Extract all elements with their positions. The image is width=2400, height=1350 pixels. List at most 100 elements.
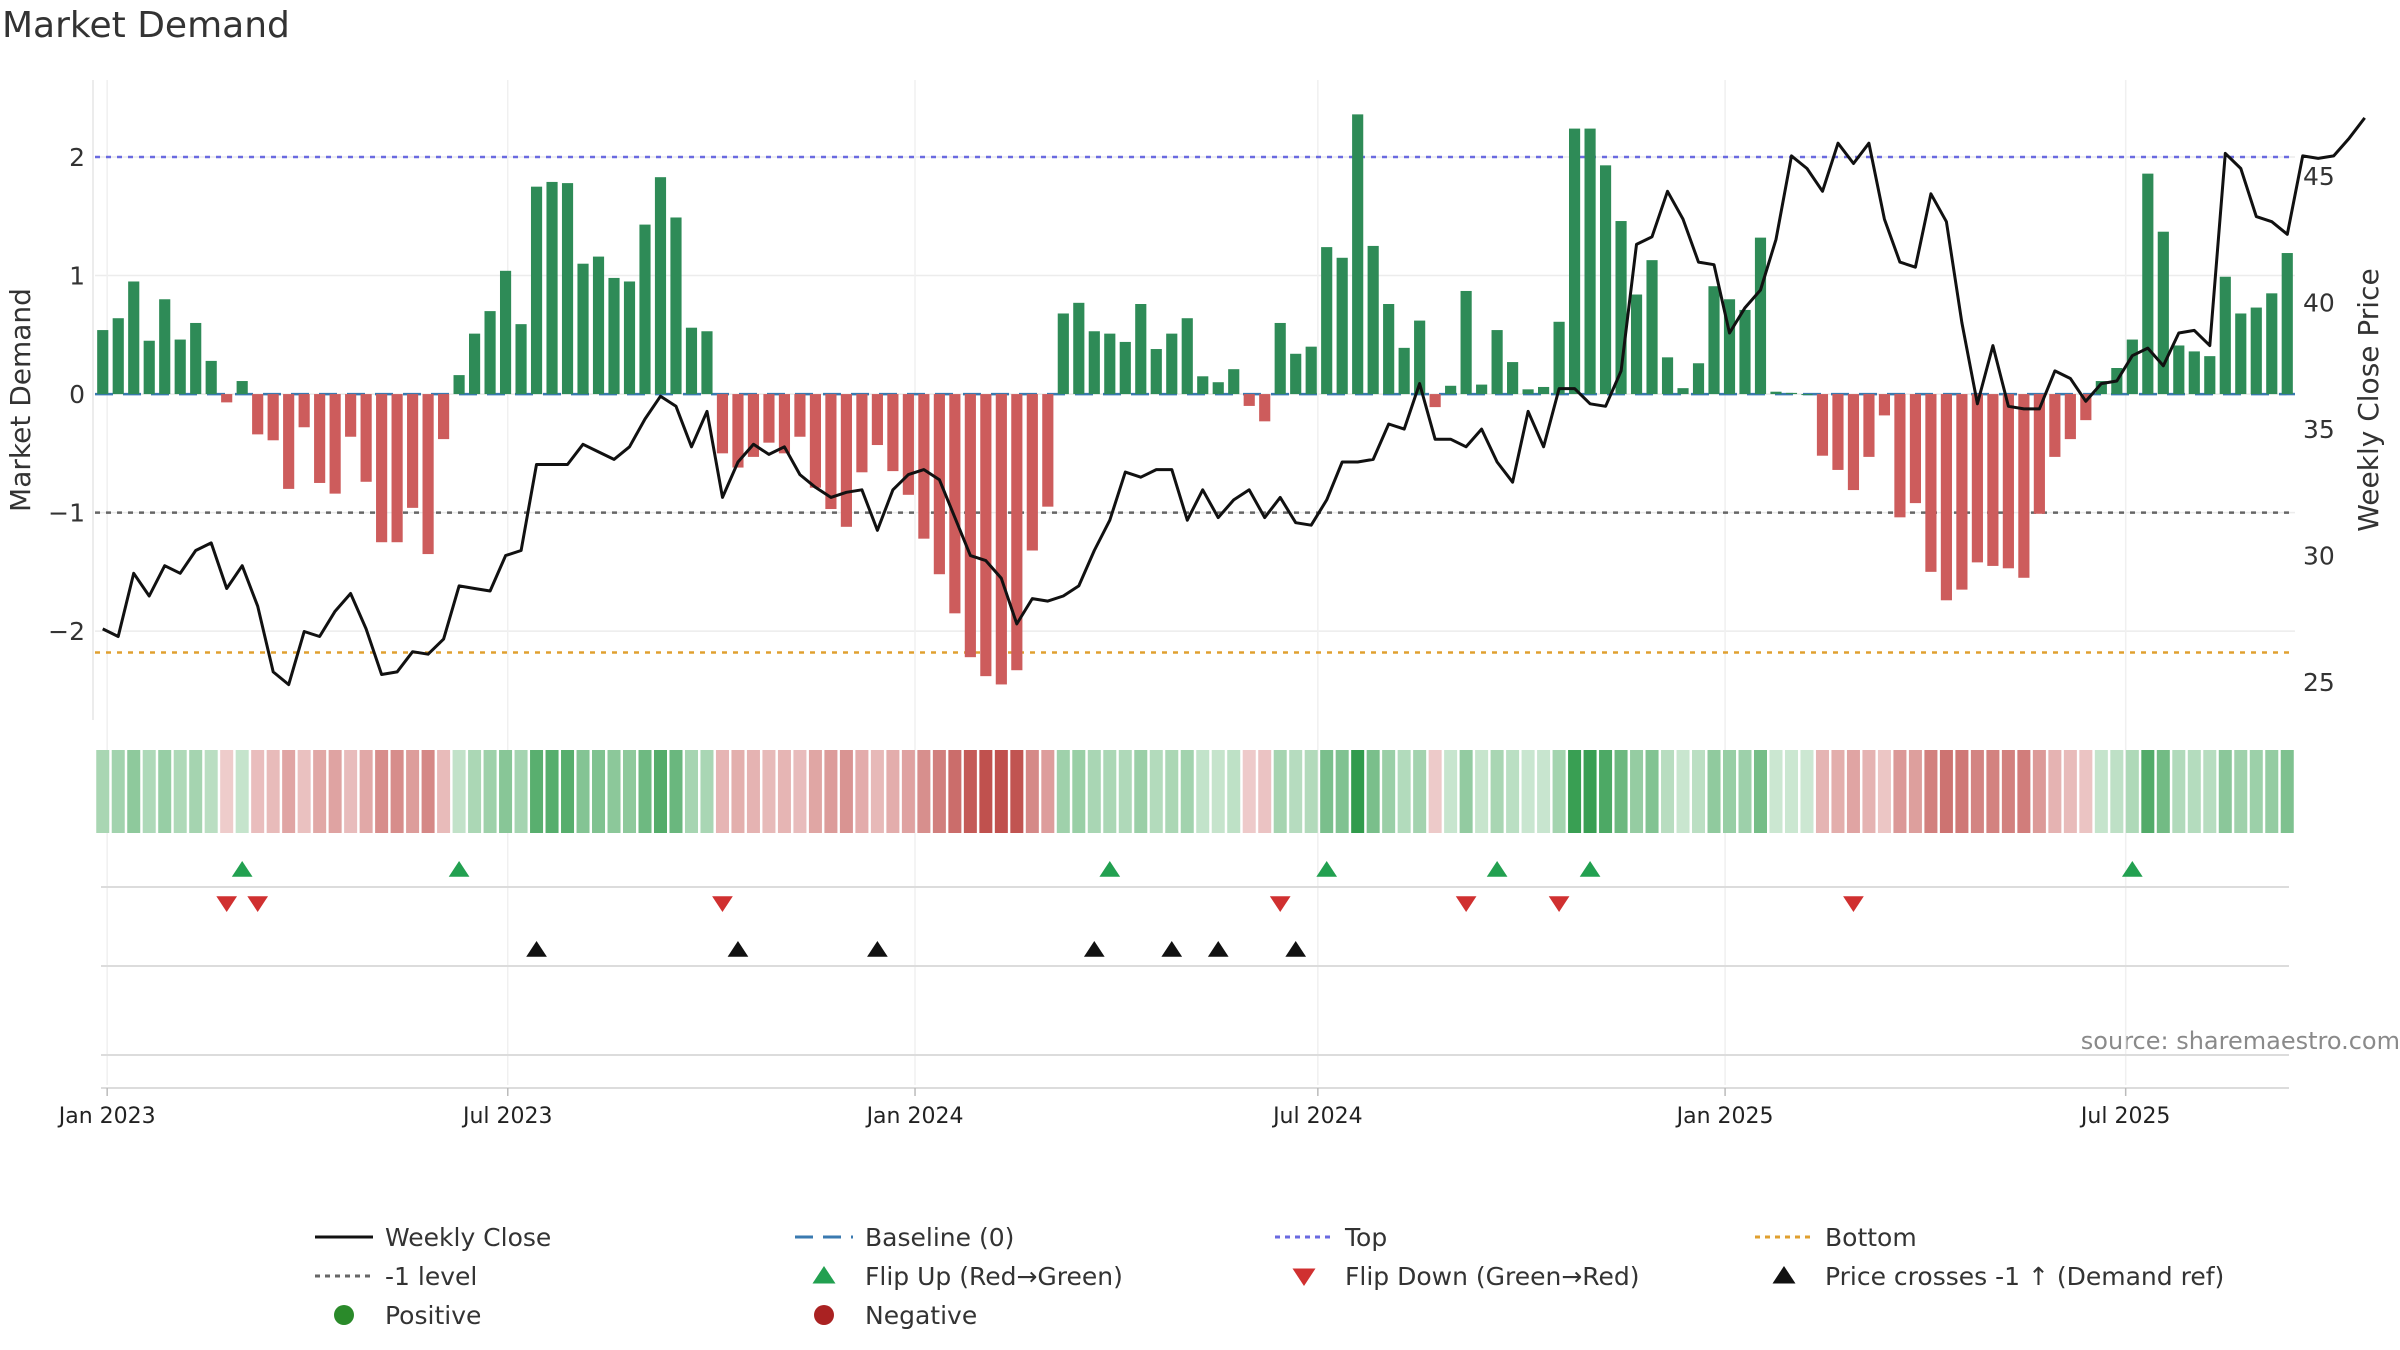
demand-bar (623, 281, 636, 395)
demand-bar (1847, 394, 1860, 491)
heat-cell (1180, 750, 1194, 833)
demand-bar (360, 394, 372, 482)
heat-cell (2032, 750, 2046, 833)
heat-cell (1893, 750, 1907, 833)
heat-cell (1599, 750, 1613, 833)
demand-bar (1630, 294, 1643, 395)
demand-bar (1894, 394, 1906, 518)
heat-cell (1056, 750, 1070, 833)
legend-label: Top (1344, 1223, 1387, 1252)
flip-up-marker (2121, 861, 2143, 877)
y-tick-label: 0 (69, 380, 85, 409)
heat-cell (1134, 750, 1148, 833)
demand-bar (1940, 394, 1952, 601)
demand-bar (515, 324, 527, 395)
heat-cell (561, 750, 575, 833)
heat-cell (2172, 750, 2186, 833)
heat-cell (251, 750, 265, 833)
heat-cell (1630, 750, 1644, 833)
heat-cell (623, 750, 637, 833)
demand-bar (1150, 349, 1162, 395)
heat-cell (1800, 750, 1814, 833)
heat-cell (1970, 750, 1984, 833)
heat-cell (808, 750, 822, 833)
demand-bar (469, 333, 481, 395)
heat-cell (1149, 750, 1163, 833)
heat-cell (1862, 750, 1876, 833)
demand-bar (592, 256, 605, 395)
demand-bar (407, 394, 419, 508)
demand-bar (964, 394, 976, 658)
heat-cell (1661, 750, 1675, 833)
heat-cell (328, 750, 342, 833)
demand-bar (2235, 313, 2247, 395)
heat-cell (1475, 750, 1489, 833)
heat-cell (762, 750, 776, 833)
demand-bar (298, 394, 310, 428)
demand-bar (1925, 394, 1937, 572)
flip-down-marker (1548, 896, 1570, 912)
x-tick-label: Jul 2023 (461, 1104, 553, 1129)
heat-cell (1103, 750, 1117, 833)
heat-cell (235, 750, 249, 833)
demand-bar (902, 394, 914, 495)
demand-bar (1863, 394, 1875, 457)
demand-bar (1042, 394, 1054, 507)
demand-bar (1677, 388, 1689, 395)
heat-cell (1289, 750, 1303, 833)
flip-down-marker (216, 896, 238, 912)
heat-cell (220, 750, 234, 833)
demand-bar (2188, 351, 2200, 395)
heat-cell (452, 750, 466, 833)
heat-cell (963, 750, 977, 833)
demand-bar (577, 263, 589, 395)
demand-bar (267, 394, 279, 441)
heat-cell (979, 750, 993, 833)
demand-bar (716, 394, 729, 454)
heat-cell (917, 750, 931, 833)
demand-bar (949, 394, 961, 614)
demand-bar (1445, 385, 1457, 395)
heat-cell (1769, 750, 1783, 833)
demand-bar (190, 322, 202, 395)
heat-cell (669, 750, 683, 833)
heat-cell (2265, 750, 2279, 833)
source-note: source: sharemaestro.com (2081, 1027, 2400, 1055)
heat-cell (499, 750, 513, 833)
heat-cell (855, 750, 869, 833)
demand-bar (2002, 394, 2014, 569)
demand-bar (1212, 382, 1224, 395)
demand-bars (97, 114, 2293, 685)
demand-bar (1305, 346, 1317, 395)
heat-cell (1490, 750, 1504, 833)
y2-axis-label: Weekly Close Price (2352, 268, 2385, 531)
heat-cell (2110, 750, 2124, 833)
demand-bar (1197, 376, 1209, 395)
price-cross-marker (867, 941, 888, 957)
flip-down-marker (1269, 896, 1291, 912)
heat-cell (1521, 750, 1535, 833)
demand-bar (1708, 286, 1720, 395)
demand-bar (608, 277, 620, 395)
heat-cell (1118, 750, 1132, 833)
demand-bar (2281, 253, 2293, 395)
y-tick-label: 1 (69, 262, 85, 291)
demand-bar (221, 394, 233, 403)
event-markers (101, 861, 2289, 1089)
heat-cell (1924, 750, 1938, 833)
price-cross-marker (526, 941, 547, 957)
demand-bar (499, 270, 512, 395)
demand-bar (701, 331, 713, 395)
heat-cell (2187, 750, 2201, 833)
demand-bar (2157, 231, 2169, 395)
flip-up-marker (1099, 861, 1121, 877)
heat-cell (886, 750, 900, 833)
heat-cell (282, 750, 296, 833)
heat-cell (189, 750, 203, 833)
demand-bar (1832, 394, 1844, 470)
demand-bar (747, 394, 760, 457)
demand-bar (1909, 394, 1921, 504)
heat-cell (793, 750, 807, 833)
heat-cell (715, 750, 729, 833)
heat-cell (1211, 750, 1225, 833)
